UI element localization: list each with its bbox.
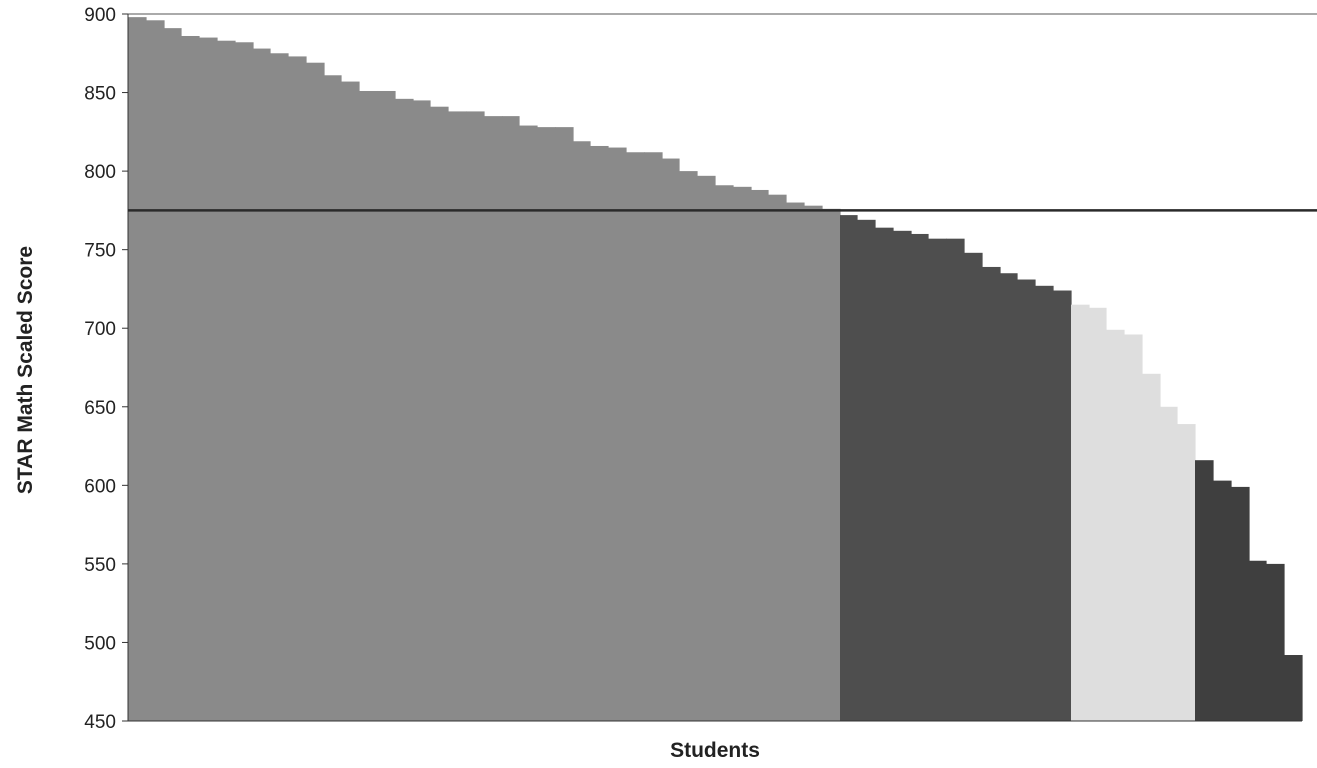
bar [751,189,769,721]
bar [377,90,396,722]
bar [590,145,609,721]
y-tick-label: 500 [84,633,116,654]
bar [395,98,414,722]
x-axis-title: Students [670,739,760,762]
bar [840,215,858,721]
y-axis-title: STAR Math Scaled Score [14,246,37,494]
bar [502,116,520,722]
bar [1266,563,1285,721]
bar [573,141,591,721]
bar [1195,460,1214,721]
bar [1035,285,1054,721]
bar [1142,373,1161,721]
bar [697,175,716,721]
bar [1071,304,1090,721]
y-tick-label: 700 [84,319,116,340]
y-tick-label: 850 [84,84,116,105]
bar [928,238,947,721]
bar [484,116,503,722]
bar [1177,424,1196,721]
bar [875,227,894,721]
bar [679,171,698,722]
y-tick-label: 550 [84,555,116,576]
bar [519,125,538,721]
bar [964,252,983,721]
bar [555,127,574,722]
bar [911,233,929,721]
bar [253,48,271,721]
bar [1106,329,1125,721]
bar [128,17,147,722]
bar [857,219,876,721]
bar [1231,486,1250,721]
bar [324,75,342,722]
bar [1017,279,1036,721]
bar [768,194,787,721]
bar [733,186,752,722]
bar [893,230,912,721]
bar [413,100,431,721]
y-tick-label: 900 [84,5,116,26]
y-tick-label: 750 [84,241,116,262]
bar [341,81,360,721]
y-tick-label: 600 [84,476,116,497]
bar [181,35,200,722]
bar [1089,307,1107,721]
bar [1160,406,1178,721]
bar [786,202,805,722]
bar [430,106,449,721]
bar [1124,334,1143,721]
bar [644,152,663,721]
bar [804,205,823,722]
bar [288,56,307,722]
bar [822,208,841,722]
bar [626,152,645,721]
bar [1284,655,1303,721]
bar [306,62,325,721]
bar [1213,480,1232,721]
bar [1249,560,1267,721]
bar [235,42,254,721]
bars-group [128,17,1303,722]
bar [715,185,734,722]
bar [466,111,485,722]
axes-group: 450 500 550 600 650 700 750 800 850 900 [84,5,1317,733]
y-tick-label: 800 [84,162,116,183]
y-tick-label: 450 [84,712,116,733]
bar [164,28,182,721]
bar [608,147,627,722]
bar [270,53,289,722]
y-tick-label: 650 [84,398,116,419]
bar [146,20,165,722]
bar [662,158,680,721]
bar [1000,273,1018,721]
bar [199,37,218,722]
bar [359,90,378,722]
bar [537,127,556,722]
bar [448,111,467,722]
bar [217,40,236,722]
bar [946,238,965,721]
bar [982,266,1001,721]
bar [1053,290,1072,721]
